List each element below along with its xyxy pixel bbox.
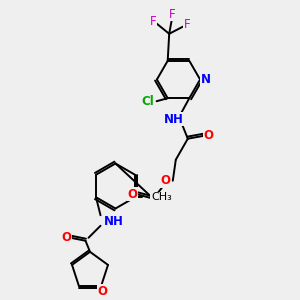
Text: N: N bbox=[200, 73, 211, 86]
Text: F: F bbox=[184, 18, 190, 31]
Text: O: O bbox=[61, 231, 71, 244]
Text: O: O bbox=[127, 188, 137, 201]
Text: Cl: Cl bbox=[142, 95, 155, 108]
Text: NH: NH bbox=[103, 215, 123, 228]
Text: CH₃: CH₃ bbox=[151, 192, 172, 202]
Text: O: O bbox=[160, 174, 170, 187]
Text: O: O bbox=[98, 285, 108, 298]
Text: NH: NH bbox=[164, 113, 184, 126]
Text: F: F bbox=[169, 8, 175, 21]
Text: F: F bbox=[149, 15, 156, 28]
Text: O: O bbox=[204, 129, 214, 142]
